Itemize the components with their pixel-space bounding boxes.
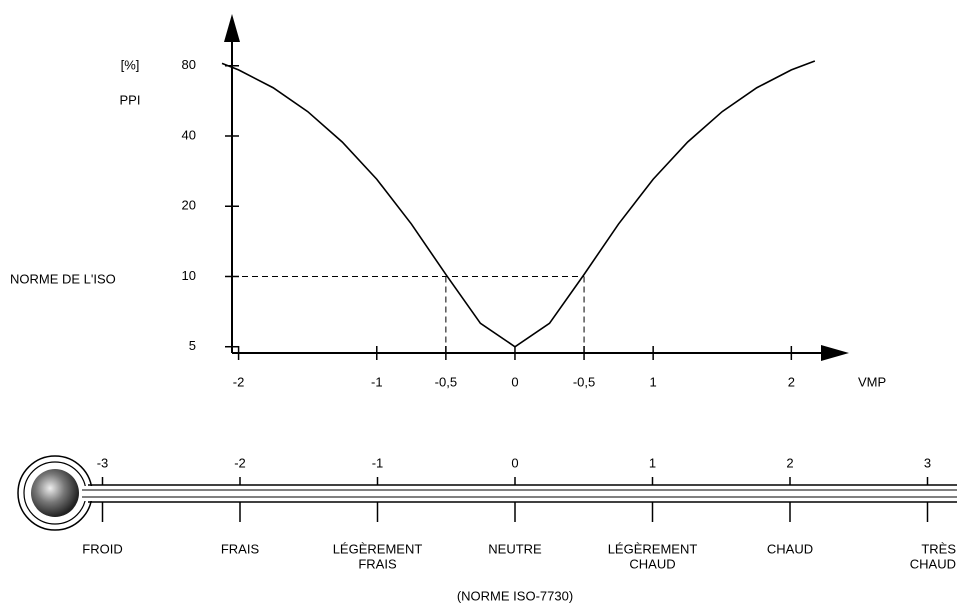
scale-label: FRAIS xyxy=(358,556,397,571)
scale-tick-label: 0 xyxy=(511,455,518,470)
x-tick-label: -0,5 xyxy=(573,374,595,389)
x-tick-label: 1 xyxy=(650,374,657,389)
x-tick-label: -1 xyxy=(371,374,383,389)
curve xyxy=(222,61,815,347)
x-tick-label: 0 xyxy=(511,374,518,389)
scale-label: FROID xyxy=(82,541,122,556)
scale-label: CHAUD xyxy=(767,541,813,556)
scale-label: NEUTRE xyxy=(488,541,542,556)
tube-mask xyxy=(80,486,957,501)
scale-label: LÉGÈREMENT xyxy=(608,541,698,556)
scale-label: CHAUD xyxy=(629,556,675,571)
y-arrow xyxy=(224,14,240,42)
scale-tick-label: 3 xyxy=(924,455,931,470)
chart: [%] PPI VMP NORME DE L'ISO (NORME ISO-77… xyxy=(0,0,957,610)
scale-label: CHAUD xyxy=(910,556,956,571)
y-unit: [%] xyxy=(121,57,140,72)
y-label: PPI xyxy=(120,92,141,107)
x-arrow xyxy=(821,345,849,361)
scale-tick-label: -3 xyxy=(97,455,109,470)
y-tick-label: 80 xyxy=(182,57,196,72)
x-tick-label: 2 xyxy=(788,374,795,389)
x-tick-label: -2 xyxy=(233,374,245,389)
scale-tick-label: 2 xyxy=(786,455,793,470)
bulb-ball xyxy=(31,469,79,517)
x-tick-label: -0,5 xyxy=(435,374,457,389)
x-label: VMP xyxy=(858,374,886,389)
reference-label: NORME DE L'ISO xyxy=(10,271,116,286)
y-tick-label: 20 xyxy=(182,198,196,213)
scale-label: LÉGÈREMENT xyxy=(333,541,423,556)
scale-tick-label: -1 xyxy=(372,455,384,470)
scale-label: FRAIS xyxy=(221,541,260,556)
scale-label: TRÈS xyxy=(921,541,956,556)
scale-note: (NORME ISO-7730) xyxy=(457,588,573,603)
y-tick-label: 10 xyxy=(182,268,196,283)
y-tick-label: 5 xyxy=(189,338,196,353)
scale-tick-label: 1 xyxy=(649,455,656,470)
scale-tick-label: -2 xyxy=(234,455,246,470)
y-tick-label: 40 xyxy=(182,127,196,142)
